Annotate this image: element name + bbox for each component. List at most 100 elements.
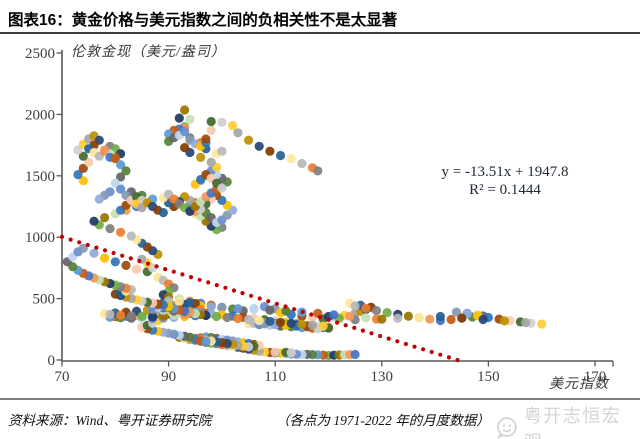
data-point xyxy=(217,303,227,313)
data-point xyxy=(110,154,120,164)
data-point xyxy=(307,320,318,330)
trendline-dot xyxy=(386,336,391,341)
y-tick-label: 1000 xyxy=(25,230,55,246)
watermark-text: 粤开志恒宏观 xyxy=(523,406,622,439)
data-point xyxy=(350,349,360,360)
y-tick-label: 0 xyxy=(48,353,56,369)
trendline-dot xyxy=(360,328,365,333)
data-point xyxy=(233,128,243,138)
trendline-dot xyxy=(266,299,271,304)
data-point xyxy=(116,310,126,320)
trendline-dot xyxy=(412,344,417,349)
trendline-dot xyxy=(206,280,211,285)
data-point xyxy=(217,183,227,193)
data-point xyxy=(212,311,222,322)
data-point xyxy=(217,146,227,156)
data-point xyxy=(100,145,110,155)
data-point xyxy=(121,260,131,270)
data-point xyxy=(521,317,531,328)
data-point xyxy=(94,194,104,204)
trendline-dot xyxy=(197,277,202,282)
trendline-dot xyxy=(369,331,374,336)
trendline-dot xyxy=(378,333,383,339)
data-point xyxy=(206,116,216,127)
source-text: 资料来源：Wind、粤开证券研究院 xyxy=(8,413,212,428)
trendline-dot xyxy=(292,307,297,312)
data-point xyxy=(244,314,254,325)
trendline-dot xyxy=(455,357,460,363)
trendline-dot xyxy=(145,261,151,266)
data-point xyxy=(78,176,88,186)
data-point xyxy=(233,313,243,324)
data-point xyxy=(233,304,243,314)
trendline-dot xyxy=(59,234,65,239)
data-point xyxy=(297,158,307,169)
data-point xyxy=(345,311,355,321)
data-point xyxy=(329,310,339,320)
data-point xyxy=(78,163,88,173)
data-point xyxy=(275,317,286,327)
trendline-dot xyxy=(214,283,219,288)
data-point xyxy=(110,178,120,188)
watermark: 粤开志恒宏观 xyxy=(494,402,640,439)
y-tick-label: 1500 xyxy=(25,169,55,185)
scatter-chart: 0 500 1000 1500 2000 2500 70 90 110 130 150 170 xyxy=(25,46,614,385)
trendline-dot xyxy=(154,264,159,269)
data-point xyxy=(180,127,190,137)
trendline-dot xyxy=(274,301,279,306)
data-point xyxy=(201,134,211,144)
data-point xyxy=(126,311,136,321)
trendline-r-squared: R² = 0.1444 xyxy=(469,182,541,198)
data-point xyxy=(73,145,83,155)
data-point xyxy=(393,313,403,323)
watermark-logo-icon xyxy=(496,417,517,439)
trendline-dot xyxy=(283,304,288,309)
data-point xyxy=(270,347,280,357)
data-point xyxy=(89,248,99,258)
data-point xyxy=(350,301,360,311)
data-point xyxy=(148,312,158,322)
trendline-dot xyxy=(180,272,185,277)
figure-title: 图表16：黄金价格与美元指数之间的负相关性不是太显著 xyxy=(8,12,398,29)
x-tick-label: 90 xyxy=(161,369,176,385)
y-tick-label: 2500 xyxy=(25,46,55,62)
trendline-dot xyxy=(85,242,90,248)
trendline-dot xyxy=(395,339,400,344)
data-point xyxy=(158,208,168,218)
data-point xyxy=(403,311,413,321)
x-tick-label: 130 xyxy=(371,369,394,385)
data-point xyxy=(265,146,275,156)
trendline-dot xyxy=(438,352,443,357)
trendline-dot xyxy=(335,320,340,325)
data-point xyxy=(105,224,115,234)
data-point xyxy=(286,348,296,358)
trendline-dot xyxy=(68,237,73,242)
data-point xyxy=(222,312,232,323)
data-point xyxy=(110,257,120,267)
trendline-dot xyxy=(94,245,99,250)
trendline-dot xyxy=(77,240,82,245)
x-axis-title: 美元指数 xyxy=(549,377,609,392)
data-point xyxy=(84,157,94,167)
data-point xyxy=(116,227,126,237)
data-point xyxy=(244,135,254,145)
trendline-dot xyxy=(111,250,116,256)
data-note-text: （各点为 1971-2022 年的月度数据） xyxy=(276,413,490,428)
data-point xyxy=(196,152,206,162)
trendline-dot xyxy=(223,285,228,290)
data-point xyxy=(499,316,509,326)
trendline-dot xyxy=(171,269,176,274)
data-point xyxy=(275,150,286,161)
data-point xyxy=(116,160,126,170)
data-point xyxy=(382,308,392,318)
trendline-dot xyxy=(309,312,314,317)
data-point xyxy=(185,297,195,308)
trendline-equation: y = -13.51x + 1947.8 R² = 0.1444 xyxy=(415,163,595,199)
data-point xyxy=(286,154,296,164)
trendline-dot xyxy=(429,349,434,355)
trendline-dot xyxy=(249,293,254,298)
data-point xyxy=(297,319,307,329)
trendline-dot xyxy=(300,309,305,314)
x-tick-label: 150 xyxy=(477,369,500,385)
data-point xyxy=(121,166,131,176)
